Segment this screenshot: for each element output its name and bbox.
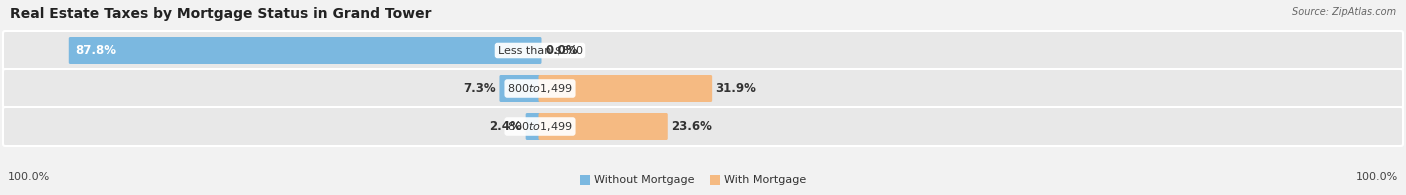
- Bar: [710, 175, 720, 185]
- FancyBboxPatch shape: [3, 107, 1403, 146]
- FancyBboxPatch shape: [538, 113, 668, 140]
- Text: $800 to $1,499: $800 to $1,499: [508, 120, 572, 133]
- Text: 31.9%: 31.9%: [716, 82, 756, 95]
- Text: 100.0%: 100.0%: [8, 172, 51, 182]
- Text: Without Mortgage: Without Mortgage: [593, 175, 695, 185]
- Text: $800 to $1,499: $800 to $1,499: [508, 82, 572, 95]
- FancyBboxPatch shape: [499, 75, 541, 102]
- FancyBboxPatch shape: [526, 113, 541, 140]
- Bar: [581, 175, 591, 185]
- FancyBboxPatch shape: [3, 69, 1403, 108]
- Text: Source: ZipAtlas.com: Source: ZipAtlas.com: [1292, 7, 1396, 17]
- Text: 0.0%: 0.0%: [546, 44, 578, 57]
- Text: 87.8%: 87.8%: [76, 44, 117, 57]
- Text: 7.3%: 7.3%: [464, 82, 496, 95]
- Text: With Mortgage: With Mortgage: [724, 175, 806, 185]
- FancyBboxPatch shape: [538, 75, 713, 102]
- FancyBboxPatch shape: [3, 31, 1403, 70]
- Text: Less than $800: Less than $800: [498, 45, 582, 56]
- Text: 100.0%: 100.0%: [1355, 172, 1398, 182]
- Text: Real Estate Taxes by Mortgage Status in Grand Tower: Real Estate Taxes by Mortgage Status in …: [10, 7, 432, 21]
- Text: 2.4%: 2.4%: [489, 120, 522, 133]
- FancyBboxPatch shape: [69, 37, 541, 64]
- Text: 23.6%: 23.6%: [671, 120, 711, 133]
